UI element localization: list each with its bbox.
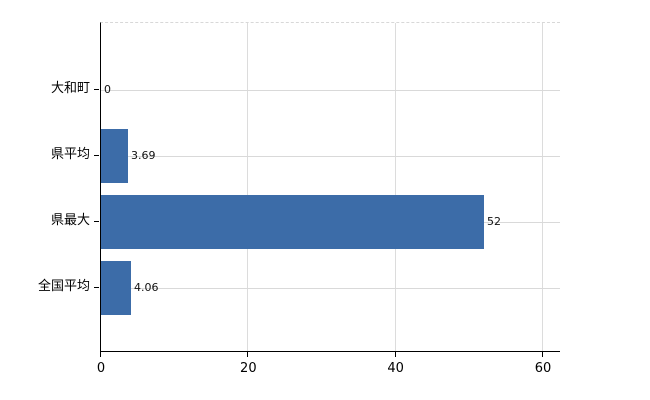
bar-value-label: 3.69: [131, 149, 156, 162]
y-axis-tick: [94, 155, 99, 156]
plot-area: 0 3.69 52 4.06: [100, 22, 560, 352]
category-label: 全国平均: [37, 279, 90, 294]
x-axis-tick: [394, 352, 396, 357]
x-axis-tick-label: 0: [96, 361, 106, 376]
x-axis-tick: [100, 352, 101, 357]
x-axis-tick: [542, 352, 543, 357]
category-label: 県平均: [50, 147, 90, 162]
vertical-gridline: [542, 23, 543, 351]
horizontal-gridline: [101, 90, 560, 91]
bar-3: [101, 195, 484, 249]
category-label: 県最大: [50, 213, 90, 228]
x-axis-tick-label: 40: [387, 361, 404, 376]
bar-value-label: 4.06: [134, 281, 159, 294]
horizontal-gridline: [101, 156, 560, 157]
vertical-gridline: [394, 23, 396, 351]
x-axis-tick: [247, 352, 249, 357]
bar-4: [101, 261, 131, 315]
y-axis-tick: [94, 89, 99, 90]
bar-2: [101, 129, 128, 183]
x-axis-tick-label: 20: [240, 361, 257, 376]
bar-value-label: 0: [104, 83, 111, 96]
vertical-gridline: [247, 23, 249, 351]
horizontal-gridline: [101, 288, 560, 289]
x-axis-tick-label: 60: [534, 361, 552, 376]
y-axis-tick: [94, 287, 99, 288]
bar-value-label: 52: [487, 215, 501, 228]
y-axis-tick: [94, 221, 99, 222]
category-label: 大和町: [50, 81, 90, 96]
